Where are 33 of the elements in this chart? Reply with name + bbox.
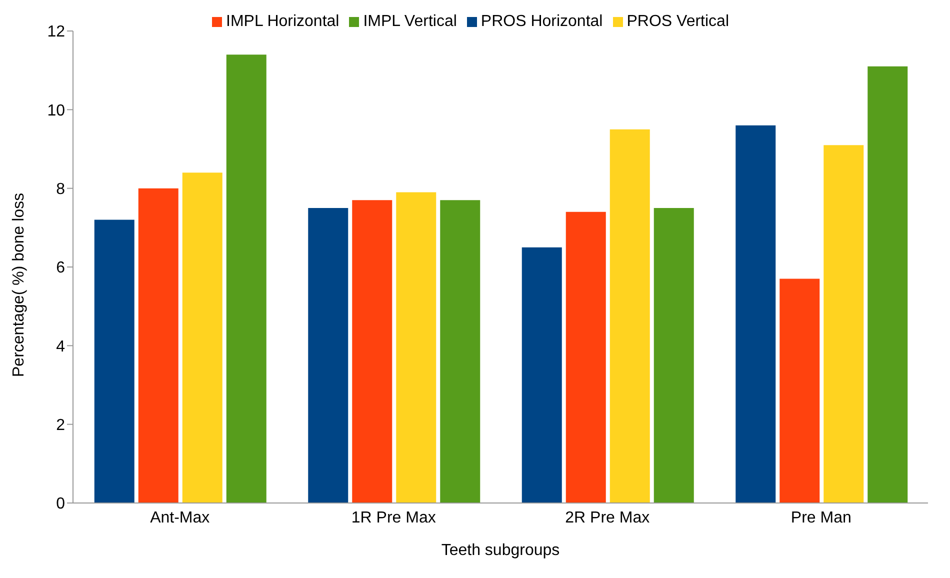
bar [138,188,178,503]
legend-label: PROS Horizontal [480,13,603,30]
x-tick-label: Pre Man [790,509,852,526]
x-tick-label: 2R Pre Max [565,509,650,526]
y-tick-label: 10 [47,102,66,120]
bar [824,145,864,503]
legend-label: IMPL Vertical [363,13,457,30]
x-tick-label: 1R Pre Max [351,509,436,526]
bar [182,172,222,503]
y-tick-label: 8 [56,181,66,198]
bar [94,220,134,503]
bar [654,208,694,503]
y-tick-label: 4 [56,338,66,356]
bar [308,208,348,503]
bar [780,278,820,503]
bar [566,212,606,503]
legend-label: IMPL Horizontal [226,13,340,30]
x-axis-title: Teeth subgroups [441,542,560,559]
bar [352,200,392,503]
y-tick-label: 2 [56,417,66,434]
bar [226,54,266,503]
legend-label: PROS Vertical [626,13,729,30]
y-tick-label: 12 [47,24,66,41]
y-axis-title: Percentage( %) bone loss [10,192,28,377]
y-tick-label: 6 [56,260,66,277]
bar [396,192,436,503]
bar [440,200,480,503]
bar [736,125,776,503]
bar [522,247,562,503]
bar [868,66,908,503]
x-tick-label: Ant-Max [150,509,210,526]
bar [610,129,650,503]
y-tick-label: 0 [56,496,66,513]
